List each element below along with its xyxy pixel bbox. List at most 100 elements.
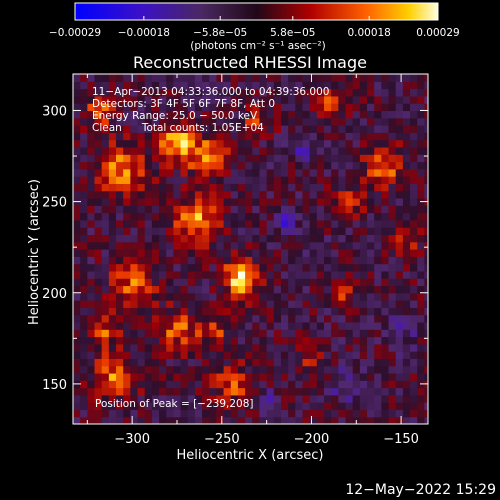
heatmap-cell: [173, 343, 182, 352]
heatmap-cell: [73, 176, 81, 184]
heatmap-cell: [159, 270, 167, 279]
heatmap-cell: [137, 132, 146, 141]
heatmap-cell: [101, 241, 110, 250]
heatmap-cell: [309, 343, 318, 352]
y-tick-label: 150: [42, 378, 67, 393]
heatmap-cell: [316, 372, 325, 381]
heatmap-cell: [166, 314, 174, 323]
heatmap-cell: [108, 176, 117, 184]
heatmap-cell: [194, 278, 203, 287]
heatmap-cell: [417, 321, 426, 330]
heatmap-cell: [352, 227, 361, 236]
heatmap-cell: [324, 117, 332, 126]
heatmap-cell: [202, 278, 210, 287]
heatmap-cell: [223, 183, 232, 192]
heatmap-cell: [266, 409, 275, 418]
heatmap-cell: [424, 110, 428, 119]
heatmap-cell: [388, 416, 397, 424]
heatmap-cell: [187, 176, 196, 184]
heatmap-cell: [73, 249, 81, 257]
heatmap-cell: [144, 321, 153, 330]
heatmap-cell: [374, 314, 382, 323]
heatmap-cell: [166, 285, 174, 294]
heatmap-cell: [324, 402, 332, 411]
heatmap-cell: [187, 263, 196, 272]
heatmap-cell: [144, 365, 153, 374]
heatmap-cell: [316, 197, 325, 206]
heatmap-cell: [180, 263, 189, 272]
heatmap-cell: [324, 416, 332, 424]
heatmap-cell: [87, 95, 96, 104]
heatmap-cell: [159, 125, 167, 133]
heatmap-cell: [410, 416, 418, 424]
heatmap-cell: [94, 270, 103, 279]
heatmap-cell: [159, 336, 167, 345]
heatmap-cell: [87, 88, 96, 97]
heatmap-cell: [388, 219, 397, 228]
heatmap-cell: [359, 241, 368, 250]
heatmap-cell: [245, 329, 253, 338]
heatmap-cell: [202, 117, 210, 126]
heatmap-cell: [374, 263, 382, 272]
heatmap-cell: [367, 161, 375, 170]
heatmap-cell: [388, 161, 397, 170]
heatmap-cell: [266, 292, 275, 301]
heatmap-cell: [151, 117, 160, 126]
heatmap-cell: [230, 125, 239, 133]
heatmap-cell: [266, 146, 275, 155]
heatmap-cell: [252, 190, 261, 199]
heatmap-cell: [187, 103, 196, 112]
heatmap-cell: [410, 190, 418, 199]
heatmap-cell: [417, 110, 426, 119]
heatmap-cell: [259, 358, 268, 367]
heatmap-cell: [302, 110, 311, 119]
heatmap-cell: [237, 343, 246, 352]
heatmap-cell: [288, 161, 296, 170]
heatmap-cell: [295, 343, 304, 352]
heatmap-cell: [94, 336, 103, 345]
heatmap-cell: [324, 292, 332, 301]
heatmap-cell: [302, 307, 311, 316]
heatmap-cell: [101, 336, 110, 345]
heatmap-cell: [309, 394, 318, 403]
heatmap-cell: [187, 212, 196, 221]
heatmap-cell: [424, 95, 428, 104]
plot-frame: [72, 73, 429, 425]
heatmap-cell: [180, 270, 189, 279]
heatmap-cell: [424, 154, 428, 163]
heatmap-cell: [94, 402, 103, 411]
heatmap-cell: [151, 146, 160, 155]
heatmap-cell: [338, 139, 347, 148]
heatmap-cell: [87, 234, 96, 243]
heatmap-cell: [159, 394, 167, 403]
heatmap-cell: [316, 285, 325, 294]
heatmap-cell: [288, 372, 296, 381]
heatmap-cell: [410, 321, 418, 330]
heatmap-cell: [173, 263, 182, 272]
heatmap-cell: [194, 117, 203, 126]
heatmap-cell: [316, 358, 325, 367]
heatmap-cell: [101, 103, 110, 112]
heatmap-cell: [101, 249, 110, 257]
heatmap-cell: [295, 351, 304, 359]
heatmap-cell: [180, 307, 189, 316]
heatmap-cell: [173, 329, 182, 338]
heatmap-cell: [159, 416, 167, 424]
heatmap-cell: [130, 74, 139, 82]
heatmap-cell: [359, 117, 368, 126]
heatmap-cell: [144, 212, 153, 221]
heatmap-cell: [259, 285, 268, 294]
heatmap-cell: [166, 110, 174, 119]
heatmap-cell: [144, 394, 153, 403]
heatmap-cell: [216, 314, 225, 323]
heatmap-cell: [230, 197, 239, 206]
heatmap-cell: [367, 249, 375, 257]
heatmap-cell: [116, 168, 124, 177]
heatmap-cell: [223, 95, 232, 104]
heatmap-cell: [159, 88, 167, 97]
heatmap-cell: [80, 132, 88, 141]
heatmap-cell: [230, 212, 239, 221]
heatmap-cell: [73, 161, 81, 170]
heatmap-cell: [87, 103, 96, 112]
heatmap-cell: [166, 343, 174, 352]
